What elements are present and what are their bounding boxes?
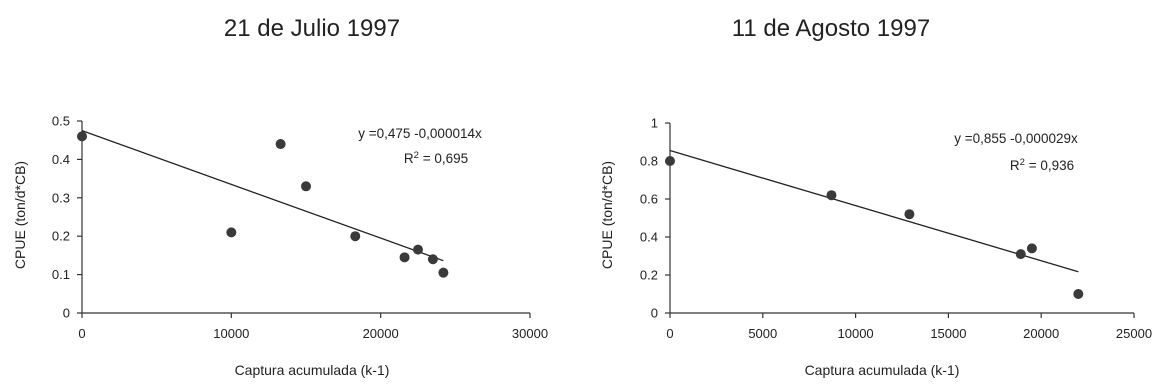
data-points bbox=[665, 156, 1084, 299]
axes bbox=[77, 120, 531, 318]
axes bbox=[665, 122, 1135, 318]
x-tick-label: 10000 bbox=[213, 326, 249, 341]
y-tick-labels: 0 0.1 0.2 0.3 0.4 0.5 bbox=[52, 114, 70, 321]
y-tick-label: 0.3 bbox=[52, 190, 70, 205]
x-axis-label: Captura acumulada (k-1) bbox=[805, 362, 960, 378]
r2-value: = 0,936 bbox=[1025, 158, 1074, 173]
x-tick-label: 0 bbox=[78, 326, 85, 341]
y-tick-label: 0.1 bbox=[52, 267, 70, 282]
y-tick-label: 0.4 bbox=[52, 152, 70, 167]
x-tick-label: 20000 bbox=[1023, 326, 1059, 341]
x-tick-label: 10000 bbox=[838, 326, 874, 341]
data-point bbox=[350, 231, 361, 242]
y-tick-label: 1 bbox=[651, 116, 658, 131]
y-tick-labels: 0 0.2 0.4 0.6 0.8 1 bbox=[640, 116, 658, 321]
trendline bbox=[81, 129, 444, 262]
data-points bbox=[77, 131, 449, 278]
chart-title: 21 de Julio 1997 bbox=[224, 15, 400, 42]
data-point bbox=[665, 156, 675, 166]
chart-agosto-svg: 11 de Agosto 1997 0 5000 10000 15000 20000 25… bbox=[599, 15, 1152, 378]
data-point bbox=[301, 181, 311, 192]
data-point bbox=[77, 131, 87, 142]
data-point bbox=[275, 139, 286, 150]
y-axis-label: CPUE (ton/d*CB) bbox=[12, 161, 28, 269]
x-tick-label: 0 bbox=[666, 326, 673, 341]
trendline bbox=[669, 149, 1079, 273]
data-point bbox=[438, 267, 449, 278]
data-point bbox=[427, 254, 438, 265]
y-axis-label: CPUE (ton/d*CB) bbox=[599, 161, 615, 269]
r2-value: = 0,695 bbox=[419, 151, 468, 166]
chart-title: 11 de Agosto 1997 bbox=[732, 15, 930, 42]
chart-agosto: 11 de Agosto 1997 0 5000 10000 15000 20000 25… bbox=[576, 0, 1152, 385]
y-tick-label: 0.2 bbox=[640, 268, 658, 283]
r2-sup: 2 bbox=[414, 150, 419, 161]
data-point bbox=[399, 252, 410, 263]
r-squared: R2 = 0,695 bbox=[404, 150, 468, 167]
data-point bbox=[904, 209, 915, 220]
trend-equation: y =0,855 -0,000029x bbox=[954, 131, 1078, 146]
x-tick-label: 25000 bbox=[1116, 326, 1152, 341]
y-tick-label: 0.6 bbox=[640, 192, 658, 207]
x-tick-labels: 0 5000 10000 15000 20000 25000 bbox=[666, 326, 1152, 341]
x-tick-label: 5000 bbox=[748, 326, 777, 341]
data-point bbox=[826, 190, 837, 201]
r2-sup: 2 bbox=[1020, 157, 1025, 168]
chart-julio: 21 de Julio 1997 0 10000 20000 30000 0 0.1 0.… bbox=[12, 15, 548, 378]
x-tick-label: 20000 bbox=[363, 326, 399, 341]
data-point bbox=[1026, 243, 1037, 254]
y-tick-label: 0.4 bbox=[640, 230, 658, 245]
r2-prefix: R bbox=[404, 151, 414, 166]
y-tick-label: 0.2 bbox=[52, 229, 70, 244]
data-point bbox=[413, 244, 423, 255]
y-tick-label: 0 bbox=[63, 306, 70, 321]
data-point bbox=[1073, 289, 1084, 299]
data-point bbox=[1015, 249, 1026, 260]
y-tick-label: 0.8 bbox=[640, 154, 658, 169]
data-point bbox=[226, 227, 237, 238]
r-squared: R2 = 0,936 bbox=[1010, 157, 1074, 174]
trend-equation: y =0,475 -0,000014x bbox=[358, 126, 482, 141]
x-tick-label: 30000 bbox=[512, 326, 548, 341]
y-tick-label: 0 bbox=[651, 306, 658, 321]
x-tick-label: 15000 bbox=[930, 326, 966, 341]
y-tick-label: 0.5 bbox=[52, 114, 70, 129]
x-axis-label: Captura acumulada (k-1) bbox=[235, 362, 390, 378]
r2-prefix: R bbox=[1010, 158, 1020, 173]
x-tick-labels: 0 10000 20000 30000 bbox=[78, 326, 548, 341]
chart-julio-svg: 21 de Julio 1997 0 10000 20000 30000 0 0.1 0.… bbox=[12, 15, 548, 378]
